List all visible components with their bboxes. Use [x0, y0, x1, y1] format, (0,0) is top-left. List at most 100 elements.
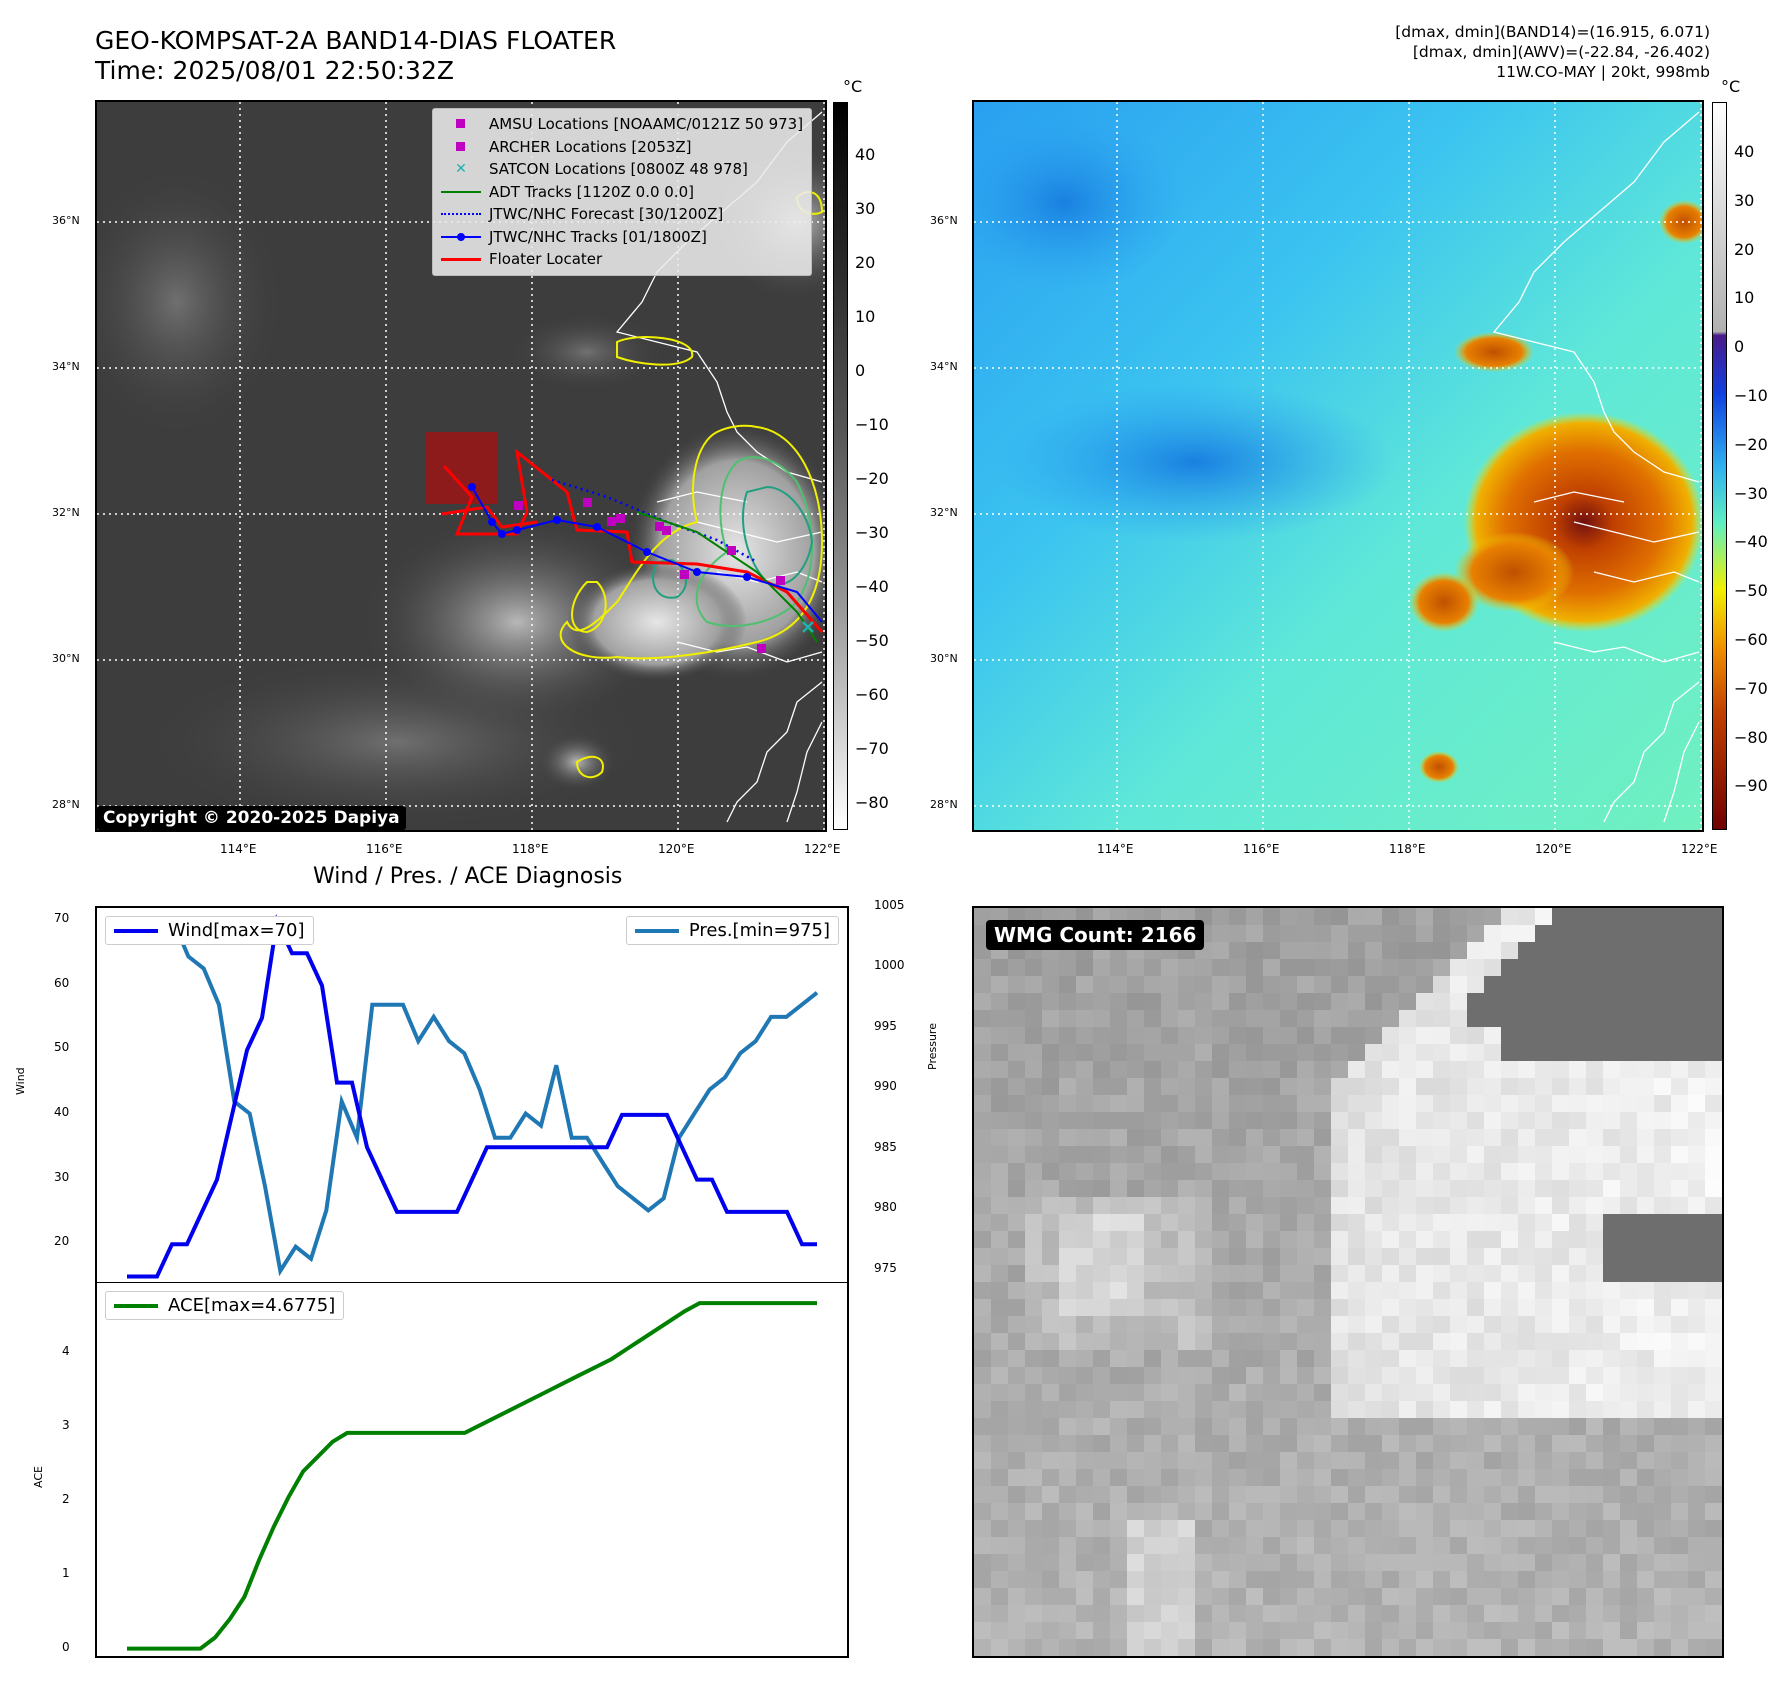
- lon-label: 120°E: [1535, 842, 1572, 856]
- legend-label-archer: ARCHER Locations [2053Z]: [489, 137, 692, 156]
- lon-label: 116°E: [1243, 842, 1280, 856]
- lat-label: 36°N: [52, 214, 80, 227]
- wmg-panel: WMG Count: 2166: [972, 906, 1724, 1658]
- legend-item-adt: ADT Tracks [1120Z 0.0 0.0]: [439, 181, 803, 204]
- wind-tick-label: 50: [54, 1040, 70, 1055]
- lon-label: 118°E: [1389, 842, 1426, 856]
- ace-tick-label: 0: [62, 1639, 70, 1654]
- colorbar-tick-label: −30: [1734, 483, 1768, 503]
- wind-tick-label: 40: [54, 1104, 70, 1119]
- awv-map-svg: [974, 102, 1702, 830]
- pres-legend: Pres.[min=975]: [625, 916, 839, 945]
- colorbar-tick-label: 20: [855, 253, 876, 272]
- colorbar-tick-label: 40: [1734, 142, 1755, 161]
- lat-label: 30°N: [930, 652, 958, 665]
- colorbar-tick-label: −60: [1734, 630, 1768, 649]
- line-dot-icon: [439, 227, 483, 247]
- colorbar-tick-label: 30: [855, 199, 876, 218]
- wmg-count-badge: WMG Count: 2166: [986, 920, 1205, 950]
- colorbar-tick-label: 30: [1734, 190, 1755, 210]
- pres-tick-label: 985: [874, 1139, 897, 1154]
- legend-label-floater: Floater Locater: [489, 250, 603, 268]
- legend-label-satcon: SATCON Locations [0800Z 48 978]: [489, 160, 748, 178]
- lon-label: 122°E: [1681, 842, 1718, 856]
- colorbar-tick-label: −20: [855, 469, 889, 488]
- wind-pres-plot: [127, 914, 819, 1279]
- right-info-line1: [dmax, dmin](BAND14)=(16.915, 6.071): [1395, 23, 1710, 41]
- colorbar-tick-label: 0: [855, 361, 866, 380]
- pres-tick-label: 995: [874, 1018, 897, 1033]
- awv-map-panel: [972, 100, 1704, 832]
- wind-legend: Wind[max=70]: [105, 916, 314, 945]
- colorbar-tick-label: −40: [1734, 532, 1768, 552]
- lat-label: 36°N: [930, 214, 958, 227]
- lon-label: 120°E: [658, 842, 695, 856]
- pres-tick-label: 980: [874, 1200, 897, 1215]
- pres-legend-line: [634, 928, 679, 933]
- ace-tick-label: 4: [62, 1344, 70, 1359]
- right-info-line2: [dmax, dmin](AWV)=(-22.84, -26.402): [1412, 43, 1710, 61]
- wind-axis-label: Wind: [14, 1067, 27, 1095]
- legend-label-amsu: AMSU Locations [NOAAMC/0121Z 50 973]: [489, 115, 804, 133]
- square-marker-icon: [439, 114, 483, 134]
- colorbar-tick-label: −80: [1734, 727, 1768, 747]
- line-marker-icon: [439, 182, 483, 202]
- lon-label: 114°E: [1097, 842, 1134, 856]
- lat-label: 34°N: [52, 360, 80, 373]
- copyright-badge: Copyright © 2020-2025 Dapiya: [97, 806, 406, 830]
- ir-map-panel: AMSU Locations [NOAAMC/0121Z 50 973] ARC…: [95, 100, 827, 832]
- colorbar-tick-label: 10: [855, 307, 876, 326]
- colorbar-tick-label: −20: [1734, 434, 1768, 454]
- right-info-line3: 11W.CO-MAY | 20kt, 998mb: [1496, 63, 1710, 81]
- lat-label: 32°N: [52, 506, 80, 519]
- pres-legend-label: Pres.[min=975]: [688, 920, 830, 941]
- ace-series-line: [127, 1301, 817, 1651]
- left-colorbar-unit: °C: [843, 77, 863, 96]
- colorbar-tick-label: 20: [1734, 239, 1755, 259]
- colorbar-tick-label: −10: [1734, 386, 1768, 405]
- wind-pres-panel: Wind[max=70] Pres.[min=975]: [95, 906, 849, 1283]
- wind-tick-label: 60: [54, 975, 70, 990]
- wind-legend-label: Wind[max=70]: [168, 920, 305, 941]
- wind-series-line: [127, 914, 817, 1279]
- pres-tick-label: 1005: [874, 898, 905, 912]
- pres-tick-label: 975: [874, 1260, 897, 1275]
- legend-label-adt: ADT Tracks [1120Z 0.0 0.0]: [489, 182, 694, 201]
- colorbar-tick-label: −30: [855, 523, 889, 542]
- colorbar-tick-label: 10: [1734, 288, 1755, 308]
- dotted-line-icon: [439, 204, 483, 224]
- wind-tick-label: 30: [54, 1169, 70, 1184]
- wmg-grid: [974, 908, 1722, 1656]
- colorbar-tick-label: −70: [1734, 678, 1768, 698]
- lat-label: 28°N: [52, 798, 80, 811]
- right-colorbar-unit: °C: [1721, 77, 1741, 96]
- ace-axis-label: ACE: [32, 1466, 45, 1488]
- wind-tick-label: 70: [54, 910, 70, 925]
- right-colorbar: [1712, 102, 1727, 830]
- ace-plot: [127, 1301, 817, 1651]
- ace-tick-label: 1: [62, 1565, 70, 1580]
- colorbar-tick-label: −60: [855, 685, 889, 704]
- wind-legend-line: [114, 928, 158, 933]
- colorbar-tick-label: −40: [855, 577, 889, 596]
- lon-label: 116°E: [366, 842, 403, 856]
- square-marker-icon: [439, 137, 483, 157]
- pres-axis-label: Pressure: [926, 1023, 939, 1070]
- legend-item-tracks: JTWC/NHC Tracks [01/1800Z]: [439, 226, 803, 249]
- legend-item-amsu: AMSU Locations [NOAAMC/0121Z 50 973]: [439, 113, 803, 136]
- lon-label: 118°E: [512, 842, 549, 856]
- colorbar-tick-label: −70: [855, 739, 889, 758]
- colorbar-tick-label: −10: [855, 415, 889, 434]
- chart-title: GEO-KOMPSAT-2A BAND14-DIAS FLOATER: [95, 26, 617, 55]
- ace-tick-label: 2: [62, 1491, 70, 1506]
- colorbar-tick-label: −80: [855, 793, 889, 812]
- legend-item-forecast: JTWC/NHC Forecast [30/1200Z]: [439, 203, 803, 226]
- lat-label: 34°N: [930, 360, 958, 373]
- pres-tick-label: 1000: [874, 958, 905, 973]
- line-marker-icon: [439, 249, 483, 269]
- legend-item-archer: ARCHER Locations [2053Z]: [439, 136, 803, 159]
- colorbar-tick-label: −50: [855, 631, 889, 650]
- lat-label: 28°N: [930, 798, 958, 811]
- pres-tick-label: 990: [874, 1079, 897, 1094]
- legend-item-satcon: ✕ SATCON Locations [0800Z 48 978]: [439, 158, 803, 181]
